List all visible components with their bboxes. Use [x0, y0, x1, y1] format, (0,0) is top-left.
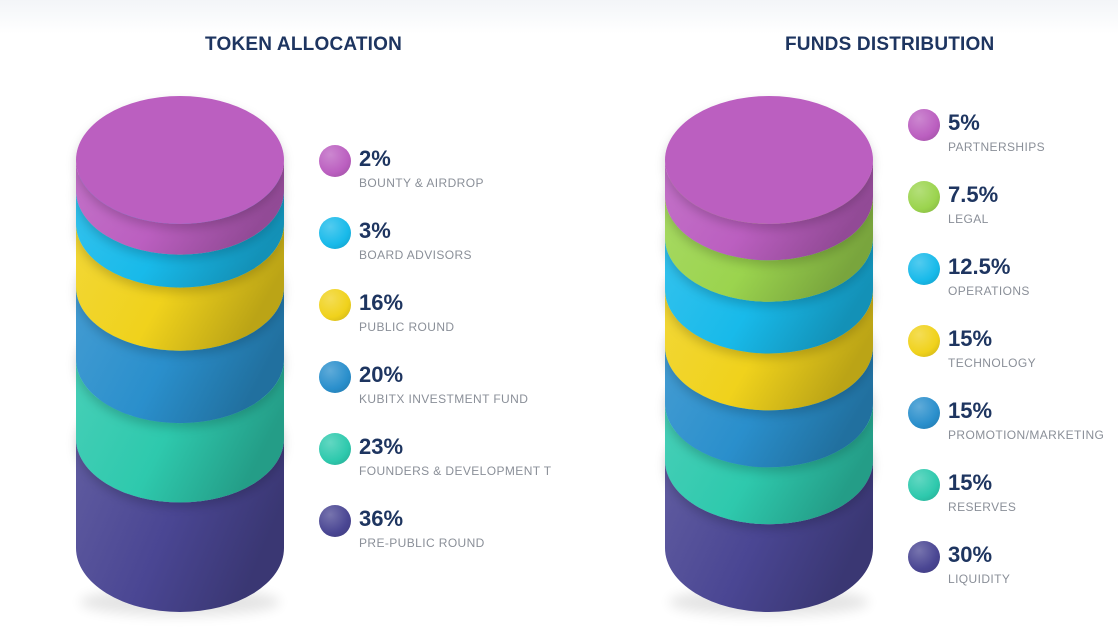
legend-dot: [908, 469, 940, 501]
legend-value: 3%: [359, 218, 391, 243]
legend-label: KUBITX INVESTMENT FUND: [359, 392, 529, 406]
token-stack-layers: [76, 96, 284, 612]
legend-value: 2%: [359, 146, 391, 171]
legend-label: BOUNTY & AIRDROP: [359, 176, 484, 190]
legend-value: 36%: [359, 506, 404, 531]
legend-label: BOARD ADVISORS: [359, 248, 472, 262]
legend-dot: [319, 433, 351, 465]
layer-promotion-marketing: [665, 346, 873, 468]
legend-label: PROMOTION/MARKETING: [948, 428, 1105, 442]
layer-liquidity: [665, 460, 873, 612]
legend-value: 15%: [948, 326, 993, 351]
legend-label: OPERATIONS: [948, 284, 1030, 298]
legend-label: TECHNOLOGY: [948, 356, 1037, 370]
legend-value: 5%: [948, 110, 980, 135]
layer-reserves: [665, 403, 873, 525]
layer-kubitx-investment-fund: [76, 286, 284, 424]
legend-dot: [319, 361, 351, 393]
legend-value: 12.5%: [948, 254, 1011, 279]
legend-dot: [319, 145, 351, 177]
layer-technology: [665, 289, 873, 411]
token-allocation-title: TOKEN ALLOCATION: [205, 34, 403, 55]
legend-label: PRE-PUBLIC ROUND: [359, 536, 485, 550]
legend-dot: [908, 253, 940, 285]
legend-dot: [319, 505, 351, 537]
layer-founders-development-t: [76, 359, 284, 503]
layer-public-round: [76, 223, 284, 351]
layer-legal: [665, 196, 873, 302]
layer-top-partnerships: [665, 96, 873, 224]
legend-dot: [319, 217, 351, 249]
legend-label: PUBLIC ROUND: [359, 320, 455, 334]
legend-dot: [908, 541, 940, 573]
layer-board-advisors: [76, 190, 284, 288]
layer-top-bounty-airdrop: [76, 96, 284, 224]
legend-label: LEGAL: [948, 212, 989, 226]
legend-value: 23%: [359, 434, 404, 459]
legend-value: 15%: [948, 470, 993, 495]
legend-dot: [908, 325, 940, 357]
legend-dot: [908, 109, 940, 141]
legend-value: 15%: [948, 398, 993, 423]
legend-value: 30%: [948, 542, 993, 567]
legend-label: LIQUIDITY: [948, 572, 1011, 586]
legend-dot: [908, 397, 940, 429]
legend-value: 20%: [359, 362, 404, 387]
legend-value: 7.5%: [948, 182, 999, 207]
legend-dot: [319, 289, 351, 321]
legend-dot: [908, 181, 940, 213]
funds-distribution-title: FUNDS DISTRIBUTION: [785, 34, 995, 55]
layer-bounty-airdrop: [76, 160, 284, 255]
layer-pre-public-round: [76, 438, 284, 612]
layer-operations: [665, 237, 873, 354]
funds-stack-layers: [665, 96, 873, 612]
legend-label: RESERVES: [948, 500, 1017, 514]
legend-label: FOUNDERS & DEVELOPMENT T: [359, 464, 552, 478]
legend-label: PARTNERSHIPS: [948, 140, 1046, 154]
layer-partnerships: [665, 160, 873, 261]
legend-value: 16%: [359, 290, 404, 315]
top-band: [0, 0, 1118, 34]
